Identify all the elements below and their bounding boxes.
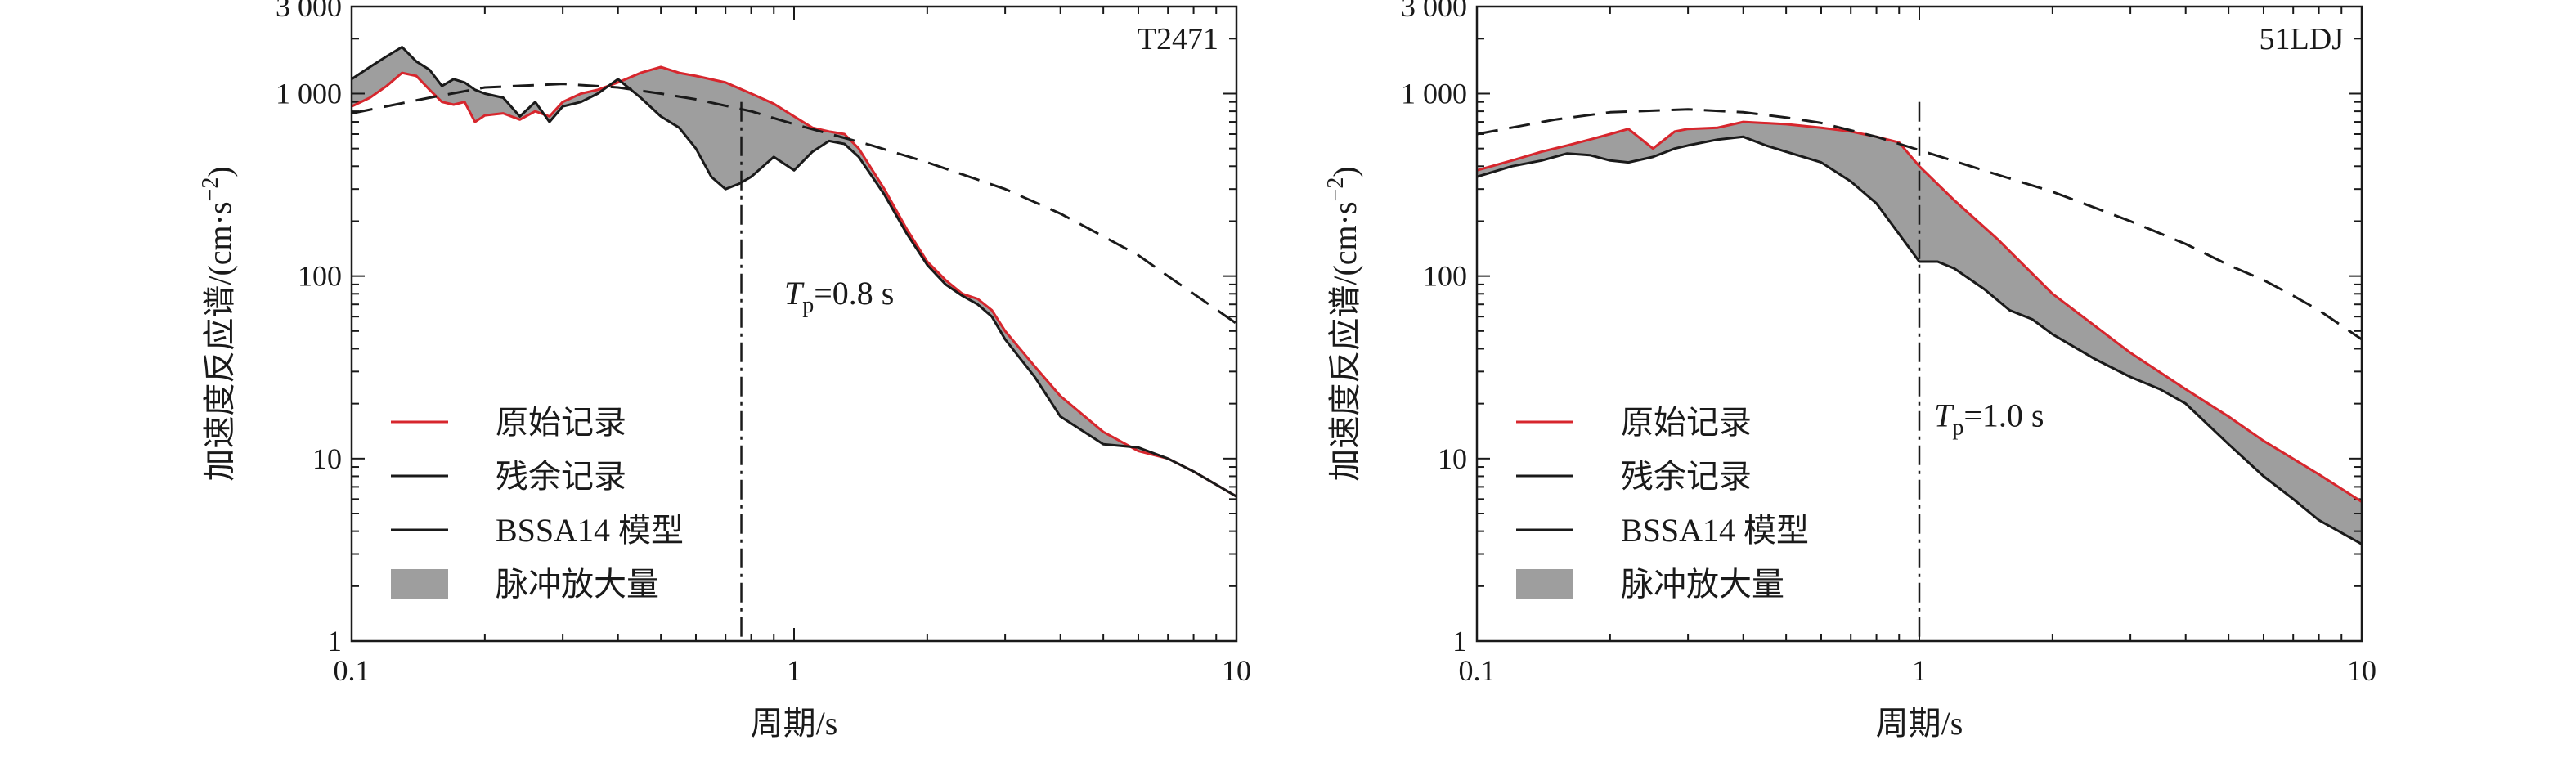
y-tick-label: 10 xyxy=(1438,442,1467,475)
x-tick-label: 0.1 xyxy=(1459,654,1496,687)
tp-label: Tp=1.0 s xyxy=(1934,397,2044,441)
residual-record-line xyxy=(1476,135,2363,545)
y-axis-title-exponent: −2 xyxy=(198,177,223,202)
residual-record-line xyxy=(351,46,1237,498)
x-tick-label: 1 xyxy=(1912,654,1927,687)
y-tick-label: 100 xyxy=(1423,260,1467,293)
y-tick-label: 3 000 xyxy=(276,0,342,23)
x-axis-title: 周期/s xyxy=(751,705,838,742)
y-tick-label: 10 xyxy=(312,442,342,475)
tp-label-value: =0.8 s xyxy=(814,275,894,312)
legend: 原始记录 残余记录 BSSA14 模型 脉冲放大量 xyxy=(1516,404,1809,603)
y-tick-label: 1 xyxy=(327,625,342,657)
y-tick-label: 1 xyxy=(1452,625,1467,657)
original-record-line xyxy=(1476,120,2363,503)
series-lines xyxy=(1476,108,2363,545)
y-tick-label: 100 xyxy=(298,260,342,293)
y-tick-label: 3 000 xyxy=(1401,0,1467,23)
y-axis-title-exponent: −2 xyxy=(1323,177,1349,202)
legend-label-bssa14: BSSA14 模型 xyxy=(496,512,684,549)
series-lines xyxy=(351,46,1237,498)
legend-marks xyxy=(1516,420,1573,599)
x-tick-label: 0.1 xyxy=(334,654,370,687)
x-tick-label: 10 xyxy=(1222,654,1251,687)
legend: 原始记录 残余记录 BSSA14 模型 脉冲放大量 xyxy=(391,404,684,603)
legend-patch xyxy=(391,569,448,599)
tp-label-sub: p xyxy=(1952,415,1963,441)
tp-label-t: T xyxy=(1934,397,1954,434)
y-axis-title-close: ) xyxy=(1326,166,1363,177)
tp-label-t: T xyxy=(784,275,805,312)
tp-label-sub: p xyxy=(802,293,814,318)
tp-label-value: =1.0 s xyxy=(1963,397,2044,434)
y-axis-title-close: ) xyxy=(201,166,238,177)
x-axis-title: 周期/s xyxy=(1876,705,1963,742)
y-axis-title-main: 加速度反应谱/(cm·s xyxy=(1326,201,1363,481)
legend-label-original: 原始记录 xyxy=(1621,404,1752,441)
x-tick-label: 1 xyxy=(787,654,801,687)
legend-label-pulse: 脉冲放大量 xyxy=(496,566,659,603)
plot-frame xyxy=(350,5,1238,643)
original-record-line xyxy=(351,65,1237,498)
y-axis-title-main: 加速度反应谱/(cm·s xyxy=(201,201,238,481)
legend-label-residual: 残余记录 xyxy=(1621,458,1752,495)
legend-label-residual: 残余记录 xyxy=(496,458,626,495)
bssa14-model-line xyxy=(351,83,1237,325)
legend-patch xyxy=(1516,569,1573,599)
y-axis-title: 加速度反应谱/(cm·s−2) xyxy=(198,166,238,481)
legend-label-original: 原始记录 xyxy=(496,404,626,441)
station-label: 51LDJ xyxy=(2260,22,2344,56)
legend-label-pulse: 脉冲放大量 xyxy=(1621,566,1784,603)
tick-marks xyxy=(1477,7,2362,641)
plot-frame xyxy=(1475,5,2363,643)
legend-label-bssa14: BSSA14 模型 xyxy=(1621,512,1809,549)
y-axis-title: 加速度反应谱/(cm·s−2) xyxy=(1323,166,1363,481)
bssa14-model-line xyxy=(1476,108,2363,341)
tp-label: Tp=0.8 s xyxy=(784,275,894,318)
tick-marks xyxy=(352,7,1236,641)
x-tick-label: 10 xyxy=(2347,654,2376,687)
y-tick-label: 1 000 xyxy=(276,77,342,110)
station-label: T2471 xyxy=(1138,22,1218,56)
legend-marks xyxy=(391,420,448,599)
y-tick-label: 1 000 xyxy=(1401,77,1467,110)
